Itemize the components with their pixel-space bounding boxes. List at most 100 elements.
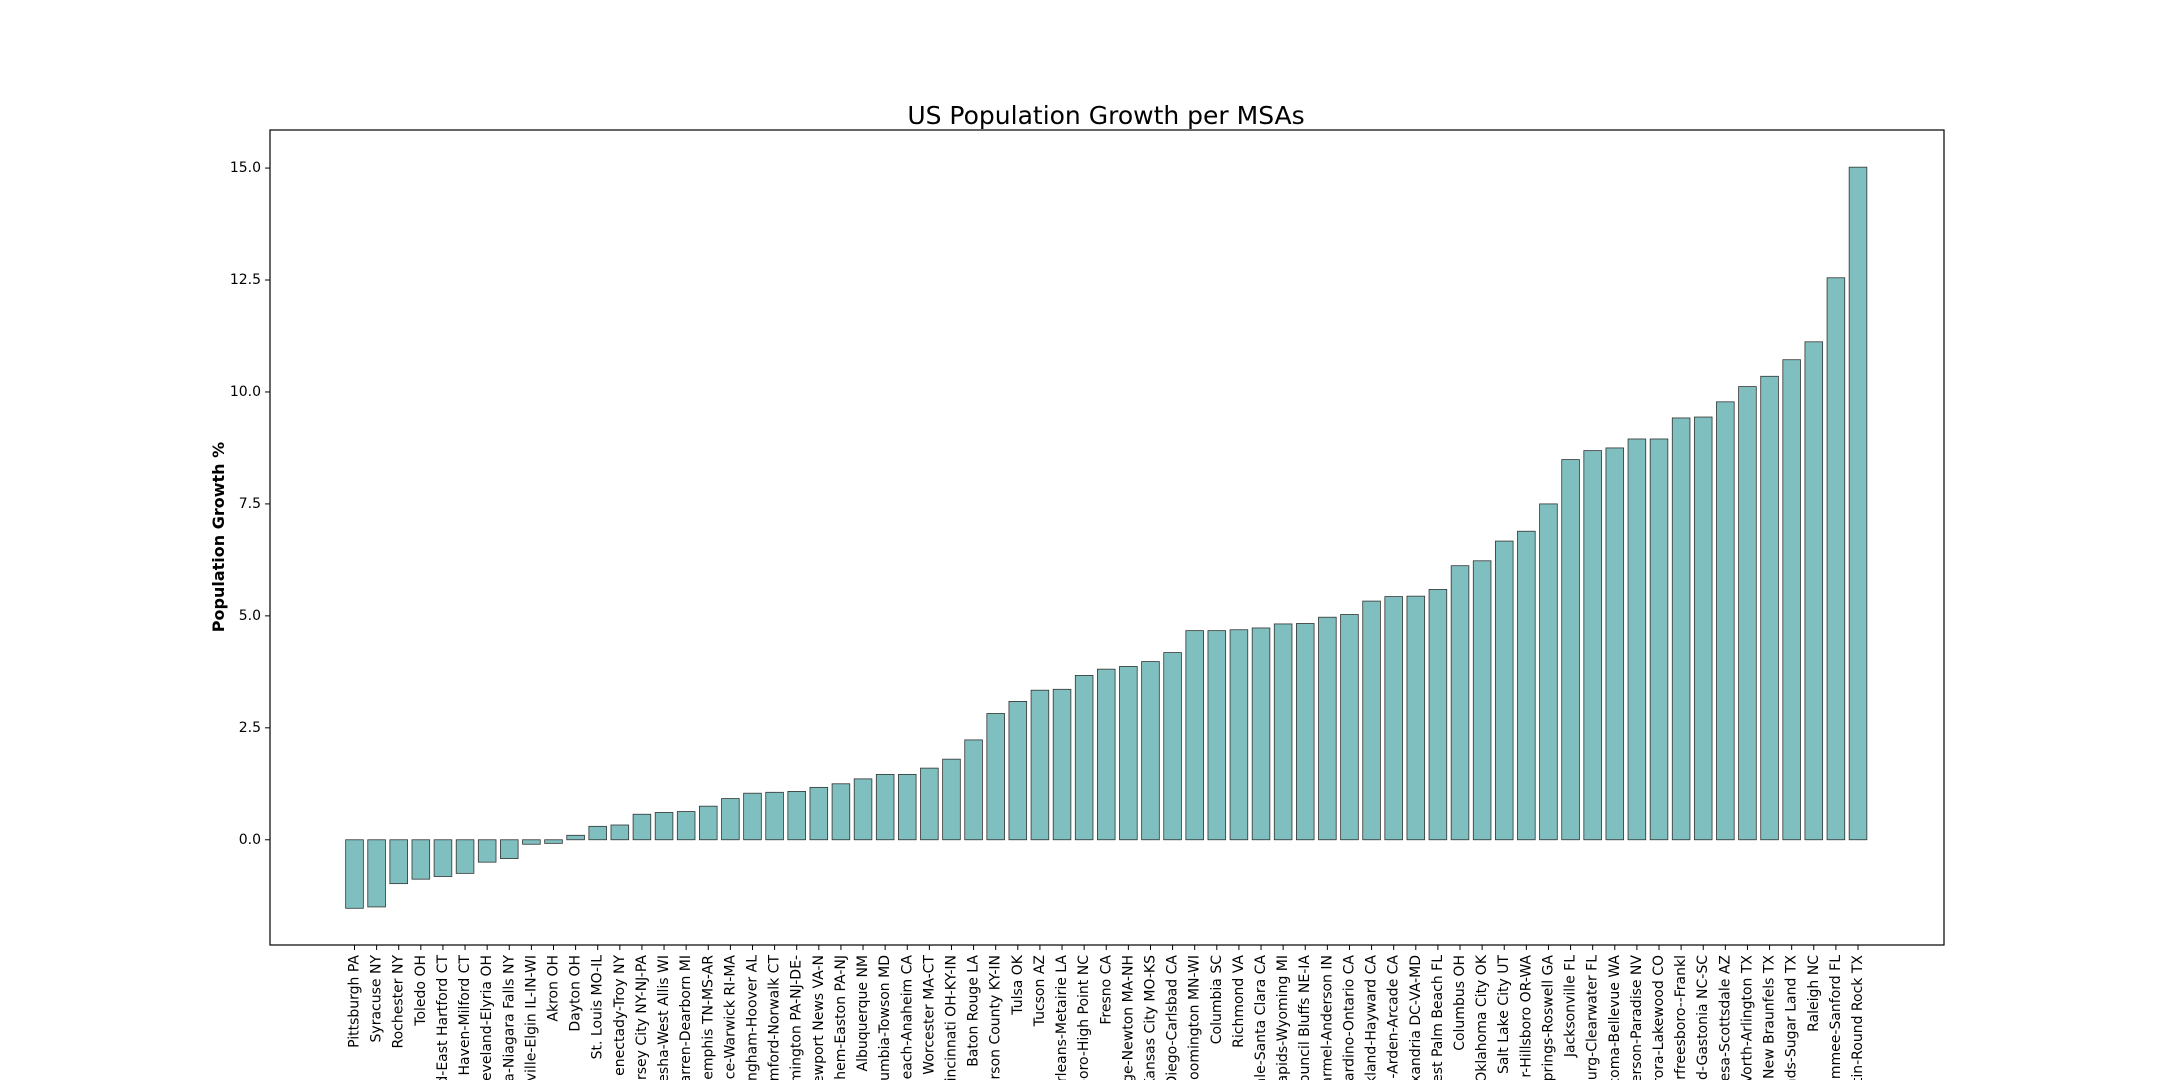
bar — [1185, 630, 1204, 841]
bar — [1760, 375, 1779, 841]
x-tick-label: oomington MN-WI — [1187, 955, 1203, 1080]
bar — [1141, 661, 1160, 841]
bar — [566, 834, 585, 841]
x-tick-label: Raleigh NC — [1806, 955, 1822, 1032]
x-tick-label: rora-Lakewood CO — [1651, 955, 1667, 1080]
x-tick-label: Salt Lake City UT — [1496, 955, 1512, 1074]
x-tick-label: Baton Rouge LA — [966, 955, 982, 1067]
bar — [1406, 595, 1426, 841]
x-tick-label: esa-Scottsdale AZ — [1717, 955, 1733, 1080]
bar — [964, 739, 983, 841]
bar — [986, 713, 1005, 841]
bar — [1627, 438, 1647, 841]
bar — [632, 813, 652, 841]
x-tick-label: prings-Roswell GA — [1540, 955, 1556, 1080]
x-tick-label: rson County KY-IN — [988, 955, 1004, 1079]
x-tick-label: rfreesboro--Frankl — [1673, 955, 1689, 1080]
bar — [1119, 666, 1138, 841]
bar — [898, 773, 917, 841]
x-tick-label: est Palm Beach FL — [1430, 955, 1446, 1080]
bar — [1251, 627, 1271, 841]
bar — [610, 824, 630, 841]
bar — [1030, 689, 1050, 841]
x-tick-label: eveland-Elyria OH — [479, 955, 495, 1080]
bar — [809, 786, 829, 841]
x-tick-label: d-Gastonia NC-SC — [1695, 955, 1711, 1080]
x-tick-label: mington PA-NJ-DE- — [789, 955, 805, 1080]
bar — [367, 839, 386, 908]
x-tick-label: coma-Bellevue WA — [1607, 955, 1623, 1080]
bar — [1649, 438, 1669, 841]
y-tick-label: 7.5 — [239, 496, 261, 512]
x-tick-label: Columbus OH — [1452, 955, 1468, 1051]
x-tick-label: ouncil Bluffs NE-IA — [1297, 955, 1313, 1080]
y-tick-label: 10.0 — [230, 384, 261, 400]
bar — [1605, 447, 1625, 841]
bar — [1207, 630, 1227, 841]
bar — [1074, 675, 1094, 841]
bar — [1716, 401, 1735, 841]
x-tick-label: Syracuse NY — [369, 955, 385, 1043]
x-tick-label: St. Louis MO-IL — [590, 955, 606, 1060]
bar — [544, 839, 563, 844]
x-tick-label: ville-Elgin IL-IN-WI — [523, 955, 539, 1080]
bar — [875, 773, 895, 841]
bar — [588, 825, 607, 841]
y-tick-label: 0.0 — [239, 832, 261, 848]
x-tick-label: erson-Paradise NV — [1629, 955, 1645, 1080]
x-tick-label: ardino-Ontario CA — [1341, 955, 1357, 1080]
x-tick-label: Pittsburgh PA — [347, 955, 363, 1048]
bar — [1450, 565, 1470, 841]
bar — [477, 839, 497, 863]
x-tick-label: each-Anaheim CA — [899, 955, 915, 1080]
x-tick-label: arren-Dearborn MI — [678, 955, 694, 1080]
x-tick-label: Haven-Milford CT — [457, 955, 473, 1076]
x-tick-label: Albuquerque NM — [855, 955, 871, 1071]
plot-area-frame — [269, 129, 1945, 946]
bar — [1517, 530, 1536, 841]
bar — [411, 839, 431, 880]
x-tick-label: ewport News VA-N — [811, 955, 827, 1080]
y-axis: 0.0 2.5 5.0 7.5 10.0 12.5 15.0 — [230, 160, 270, 848]
bar — [500, 839, 519, 859]
bar — [1539, 503, 1558, 841]
x-tick-label: a-Niagara Falls NY — [501, 955, 517, 1080]
x-tick-label: rleans-Metairie LA — [1054, 955, 1070, 1080]
bar — [1097, 668, 1116, 841]
bars-group — [345, 166, 1868, 909]
x-tick-label: apids-Wyoming MI — [1275, 955, 1291, 1080]
bar — [1340, 614, 1359, 841]
x-tick-label: d-East Hartford CT — [435, 955, 451, 1080]
x-tick-label: emphis TN-MS-AR — [700, 955, 716, 1080]
bar — [1318, 616, 1337, 841]
x-tick-label: Toledo OH — [413, 955, 429, 1027]
bar — [1671, 417, 1691, 841]
x-tick-label: Kansas City MO-KS — [1142, 955, 1158, 1080]
x-tick-label: Dayton OH — [568, 955, 584, 1032]
x-tick-label: -Arden-Arcade CA — [1386, 955, 1402, 1079]
x-tick-label: Fresno CA — [1098, 955, 1114, 1025]
x-tick-label: ale-Santa Clara CA — [1253, 955, 1269, 1080]
bar — [831, 783, 851, 841]
bar — [522, 839, 541, 845]
y-tick-label: 5.0 — [239, 608, 261, 624]
x-tick-label: ge-Newton MA-NH — [1120, 955, 1136, 1080]
x-tick-label: hem-Easton PA-NJ — [833, 955, 849, 1080]
y-tick-label: 2.5 — [239, 720, 261, 736]
bar — [345, 839, 364, 909]
x-tick-label: Akron OH — [545, 955, 561, 1022]
y-axis-label: Population Growth % — [209, 442, 228, 632]
bar — [1782, 359, 1801, 841]
bar — [1428, 589, 1448, 841]
bar — [1273, 623, 1293, 841]
x-tick-label: incinnati OH-KY-IN — [943, 955, 959, 1080]
bar — [1472, 560, 1492, 841]
bar — [1296, 623, 1315, 841]
bar — [654, 812, 674, 841]
x-tick-label: Columbia SC — [1209, 955, 1225, 1044]
bar — [1362, 600, 1381, 841]
x-tick-label: Oklahoma City OK — [1474, 954, 1490, 1080]
chart-title: US Population Growth per MSAs — [907, 101, 1304, 130]
bar — [920, 767, 939, 841]
x-tick-label: New Braunfels TX — [1762, 955, 1778, 1079]
